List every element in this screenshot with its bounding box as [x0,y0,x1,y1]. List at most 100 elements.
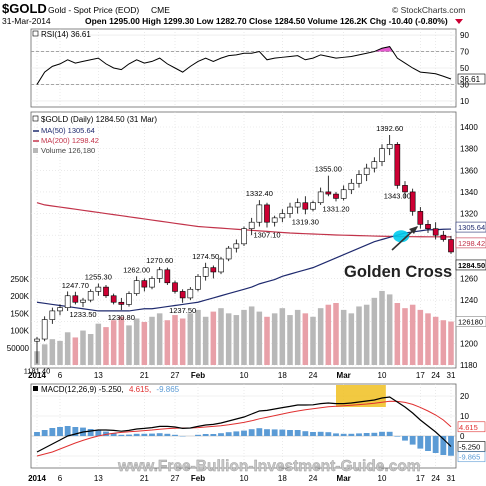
macd-histogram-bar [34,432,40,436]
volume-bar [440,320,447,365]
macd-histogram-bar [264,429,270,436]
candle-body [41,319,48,340]
golden-cross-annotation: Golden Cross [344,263,452,281]
candle-body [333,193,339,199]
macd-histogram-bar [394,436,401,437]
axis-labels: 2014 2014 6 6 13 13 21 21 27 27 Feb Feb 10 10 18 18 24 24… [7,31,486,483]
macd-histogram-bar [72,427,79,436]
volume-bar [271,313,278,365]
price-point-label: 1233.50 [69,310,96,319]
macd-histogram-bar [118,434,125,436]
macd-histogram-bar [164,433,171,436]
macd-value-label: -9.865 [459,453,480,462]
volume-bar [310,316,316,365]
macd-histogram-bar [371,432,378,436]
candle-body [386,144,393,149]
price-tick-label: 1380 [460,145,478,154]
macd-histogram-bar [49,428,56,436]
volume-bar [279,308,286,365]
volume-bar [402,308,408,365]
price-point-label: 1307.10 [253,231,280,240]
candle-body [195,275,201,290]
macd-line [36,396,452,453]
candle-body [210,267,217,273]
volume-bar [333,303,339,365]
volume-bar [57,340,63,365]
candle-body [271,217,278,223]
rsi-value-label: 36.61 [460,75,481,84]
macd-value-box [457,421,486,433]
candle-body [317,191,324,204]
macd-highlight-area [336,385,386,407]
macd-histogram-bar [440,436,447,455]
candle-body [233,243,240,249]
candle-body [294,202,301,208]
macd-histogram-bar [156,433,163,436]
candle-body [225,247,232,260]
candle-body [402,185,408,193]
macd-histogram-bar [386,431,393,436]
candle-body [72,295,79,303]
volume-bar [248,306,255,365]
volume-bar [356,306,362,365]
volume-bar [103,327,109,365]
macd-histogram-bar [256,428,263,436]
volume-bar [172,315,178,365]
volume-tick-label: 250K [10,275,29,284]
volume-bar [202,316,209,365]
ma50-legend: MA(50) 1305.64 [41,126,95,135]
volume-bar [317,308,324,365]
candle-body [248,221,255,229]
candle-body [141,280,148,288]
x-tick-label-bottom: 2014 [28,474,46,483]
macd-histogram-bar [233,431,240,436]
macd-histogram-bar [425,436,431,451]
macd-value-label: -5.250 [459,443,480,452]
x-tick-label-bottom: Feb [191,474,205,483]
candle-body [448,239,454,253]
macd-legend-swatch [33,386,38,391]
candle-body [394,144,401,186]
x-tick-label: 13 [94,371,103,380]
ma50-line [36,228,452,312]
macd-histogram-bar [87,429,94,436]
volume-bar [156,313,163,365]
volume-bar [64,332,71,365]
rsi-layer: 36.61 [31,46,486,85]
candle-body [241,228,247,245]
macd-histogram-bar [340,433,347,436]
price-tick-label: 1360 [460,166,478,175]
price-tick-label: 1400 [460,123,478,132]
rsi-tick-label: 50 [460,64,469,73]
volume-bar [225,313,232,365]
price-point-label: 1270.60 [146,256,173,265]
price-point-label: 1355.00 [315,165,342,174]
x-tick-label: 24 [431,371,440,380]
macd-histogram-bar [379,431,385,436]
volume-bar [256,311,263,365]
price-point-label: 1319.30 [292,217,319,226]
candle-body [133,280,140,294]
price-point-label: 1392.60 [376,124,403,133]
x-tick-label-bottom: 24 [431,474,440,483]
watermark: www.Free-Bullion-Investment-Guide.com [117,458,421,475]
price-point-label: 1343.00 [384,192,411,201]
macd-layer [34,385,454,457]
candle-body [356,174,362,184]
value-box-label: 1284.50 [458,261,485,270]
volume-bar [41,344,48,365]
volume-bar [294,309,301,365]
volume-bar [126,325,132,365]
volume-bar [386,294,393,365]
macd-histogram-bar [310,432,316,436]
x-tick-label: Feb [191,371,205,380]
symbol-title: $GOLD [2,1,47,16]
volume-bar [233,315,240,365]
price-point-label: 1230.80 [108,313,135,322]
macd-signal-line [36,400,452,457]
candle-body [126,293,132,305]
volume-bar [72,337,79,365]
x-tick-label-bottom: 21 [140,474,149,483]
volume-bar [348,313,355,365]
volume-bar [325,304,332,365]
